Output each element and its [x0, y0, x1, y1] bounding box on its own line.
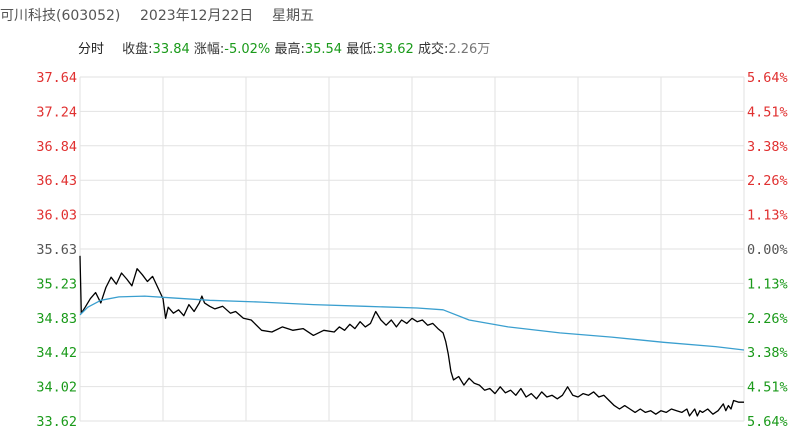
y-tick-label-left: 37.64 — [36, 70, 77, 86]
high-label: 最高: — [274, 42, 305, 57]
high-value: 35.54 — [304, 42, 343, 57]
y-tick-label-right: 3.38% — [747, 345, 788, 361]
y-tick-label-left: 34.42 — [36, 345, 77, 361]
y-tick-label-right: 1.13% — [747, 276, 788, 292]
quote-stats: 分时 收盘:33.84 涨幅:-5.02% 最高:35.54 最低:33.62 … — [78, 38, 490, 57]
y-tick-label-left: 35.63 — [36, 242, 77, 258]
change-label: 涨幅: — [193, 42, 225, 57]
y-tick-label-right: 2.26% — [747, 311, 788, 327]
y-tick-label-right: 5.64% — [747, 70, 788, 86]
y-tick-label-left: 36.84 — [36, 139, 77, 155]
stock-name: 可川科技(603052) — [0, 8, 121, 24]
y-tick-label-left: 36.03 — [36, 208, 77, 224]
weekday: 星期五 — [272, 8, 314, 24]
y-tick-label-right: 5.64% — [747, 414, 788, 430]
y-tick-label-right: 4.51% — [747, 104, 788, 120]
close-label: 收盘: — [122, 42, 153, 57]
y-tick-label-left: 34.83 — [36, 311, 77, 327]
y-tick-label-right: 0.00% — [747, 242, 788, 258]
trade-date: 2023年12月22日 — [140, 8, 254, 24]
y-tick-label-left: 36.43 — [36, 173, 77, 189]
y-tick-label-right: 1.13% — [747, 208, 788, 224]
avg-line — [79, 295, 745, 351]
header: 可川科技(603052) 2023年12月22日 星期五 — [0, 0, 800, 30]
y-tick-label-left: 33.62 — [36, 414, 77, 430]
volume-value: 2.26万 — [448, 42, 491, 57]
close-value: 33.84 — [152, 42, 190, 57]
y-tick-label-right: 4.51% — [747, 380, 788, 396]
change-value: -5.02% — [224, 42, 271, 57]
y-tick-label-left: 37.24 — [36, 104, 77, 120]
volume-label: 成交: — [417, 42, 449, 57]
mode-label[interactable]: 分时 — [78, 42, 105, 57]
y-tick-label-right: 2.26% — [747, 173, 788, 189]
low-value: 33.62 — [376, 42, 414, 57]
price-line — [79, 255, 744, 417]
low-label: 最低: — [346, 42, 377, 57]
y-tick-label-left: 35.23 — [36, 276, 77, 292]
y-tick-label-right: 3.38% — [747, 139, 788, 155]
y-tick-label-left: 34.02 — [36, 380, 77, 396]
